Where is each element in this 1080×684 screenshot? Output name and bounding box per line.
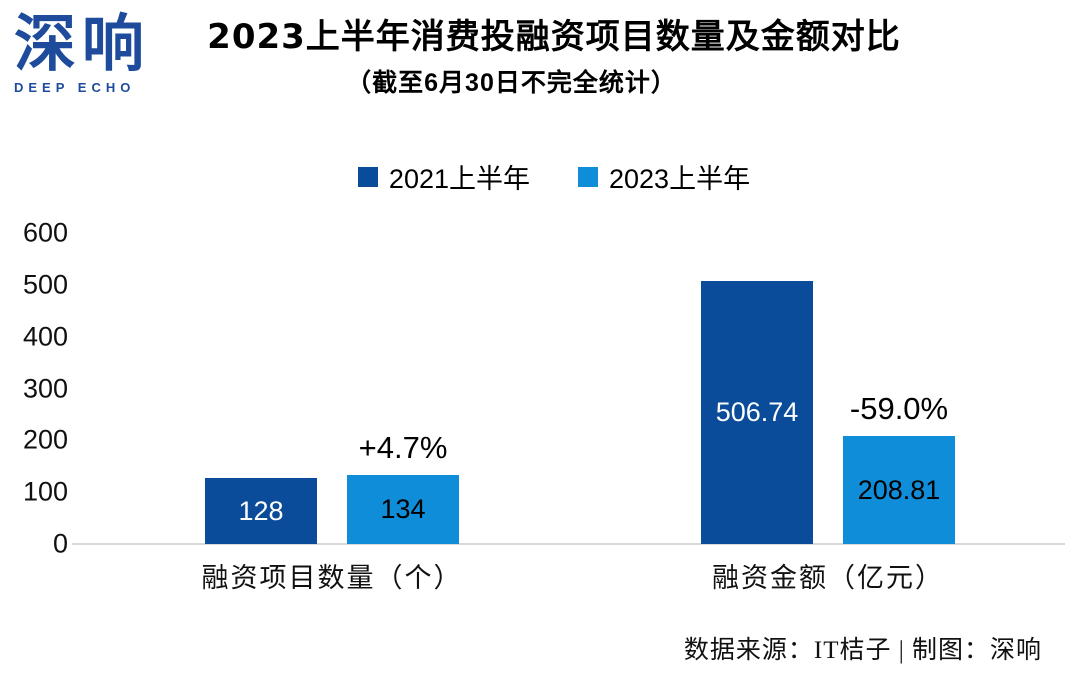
logo-wordmark: 深响 xyxy=(14,7,151,80)
chart-legend: 2021上半年 2023上半年 xyxy=(0,157,1080,196)
legend-label-2021-h1: 2021上半年 xyxy=(388,164,530,194)
chart-header: 2023上半年消费投融资项目数量及金额对比 （截至6月30日不完全统计） xyxy=(178,16,930,99)
y-axis-tick-200: 200 xyxy=(22,424,68,455)
change-label-project-count: +4.7% xyxy=(358,430,448,465)
bar-2021-h1-amount: 506.74 xyxy=(701,281,813,544)
y-axis-tick-0: 0 xyxy=(52,528,68,559)
deep-echo-logo: 深响 DEEP ECHO xyxy=(14,4,150,95)
chart-subtitle: （截至6月30日不完全统计） xyxy=(346,68,677,97)
legend-swatch-2021-h1 xyxy=(357,166,378,187)
y-axis-tick-300: 300 xyxy=(22,373,68,403)
y-axis-tick-100: 100 xyxy=(22,476,68,507)
x-axis-label-project-count: 融资项目数量（个） xyxy=(201,563,463,593)
change-label-amount: -59.0% xyxy=(849,391,949,426)
bar-2023-h1-project-count: 134 xyxy=(347,475,459,544)
y-axis-tick-500: 500 xyxy=(22,269,68,300)
legend-item-2021-h1: 2021上半年 xyxy=(357,157,530,196)
bar-2023-h1-amount: 208.81 xyxy=(843,436,955,544)
logo-subtext: DEEP ECHO xyxy=(14,80,136,95)
data-source-credit: 数据来源：IT桔子 | 制图：深响 xyxy=(683,637,1042,664)
x-axis-line xyxy=(72,543,1065,545)
legend-swatch-2023-h1 xyxy=(578,166,598,187)
chart-title: 2023上半年消费投融资项目数量及金额对比 xyxy=(207,17,901,57)
legend-item-2023-h1: 2023上半年 xyxy=(578,157,750,196)
y-axis-tick-600: 600 xyxy=(22,217,68,248)
legend-label-2023-h1: 2023上半年 xyxy=(609,164,751,194)
y-axis-tick-400: 400 xyxy=(22,321,68,352)
bar-2021-h1-project-count: 128 xyxy=(205,478,317,544)
x-axis-label-amount: 融资金额（亿元） xyxy=(712,563,944,593)
